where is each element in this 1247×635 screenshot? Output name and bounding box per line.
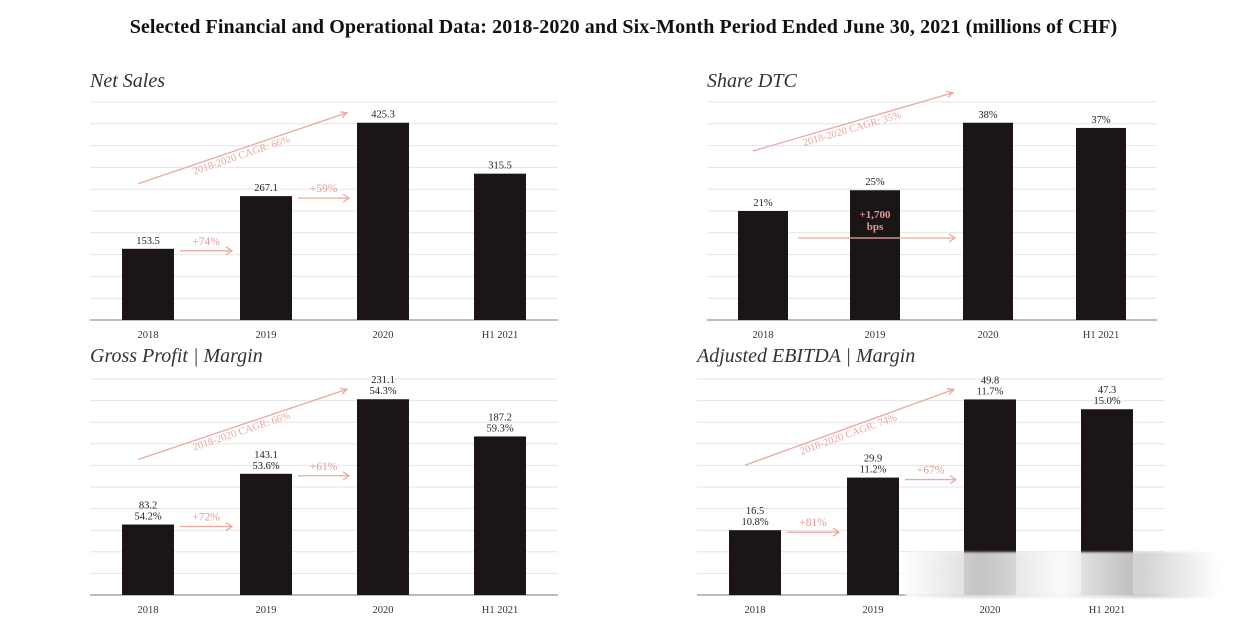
x-tick-label: H1 2021 — [1083, 330, 1119, 341]
x-tick-label: 2018 — [138, 605, 159, 616]
x-tick-label: 2019 — [865, 330, 886, 341]
bar-h1-2021 — [474, 173, 526, 320]
x-tick-label: 2020 — [373, 605, 394, 616]
x-tick-label: 2019 — [256, 330, 277, 341]
data-label: 143.1 — [254, 450, 278, 461]
adjusted-ebitda-chart: 16.510.8% 2018 29.911.2% 2019 49.811.7% 2020 4… — [697, 375, 1165, 616]
data-label: 53.6% — [252, 461, 279, 472]
share-dtc-panel: Share DTC 21% 2018 25% 2019 38% 2020 37% H1 202… — [707, 70, 1187, 360]
bar-h1-2021 — [1076, 127, 1126, 320]
cagr-arrowhead — [945, 90, 955, 98]
data-label: 59.3% — [486, 423, 513, 434]
x-tick-label: 2020 — [978, 330, 999, 341]
cagr-arrowhead — [339, 387, 349, 395]
x-tick-label: H1 2021 — [482, 330, 518, 341]
chart-title: Adjusted EBITDA | Margin — [697, 345, 916, 367]
bar-h1-2021 — [474, 436, 526, 595]
data-label: 25% — [865, 177, 885, 188]
bar-2019 — [240, 196, 292, 320]
growth-label: +72% — [192, 512, 220, 524]
cagr-arrow — [137, 112, 348, 185]
x-tick-label: 2018 — [753, 330, 774, 341]
data-label: 153.5 — [136, 236, 160, 247]
net-sales-panel: Net Sales 153.5 2018 267.1 2019 425.3 2020 315… — [90, 70, 570, 360]
bar-2018 — [729, 530, 781, 595]
bar-2018 — [122, 524, 174, 595]
data-label: 21% — [753, 198, 773, 209]
x-tick-label: H1 2021 — [482, 605, 518, 616]
cagr-arrow — [137, 388, 348, 461]
bar-2018 — [122, 248, 174, 320]
adjusted-ebitda-panel: Adjusted EBITDA | Margin 16.5 10.8% 2018 29… — [697, 345, 1177, 635]
data-label: 11.2% — [860, 465, 887, 476]
data-label: 10.8% — [741, 517, 768, 528]
data-label: 38% — [978, 110, 998, 121]
bps-label: +1,700 — [859, 209, 891, 221]
cagr-label: 2018-2020 CAGR: 66% — [192, 410, 293, 453]
data-label: 315.5 — [488, 161, 512, 172]
data-label: 267.1 — [254, 183, 278, 194]
bar-2020 — [357, 399, 409, 595]
bar-2020 — [963, 122, 1013, 320]
cagr-arrow — [752, 92, 954, 152]
data-label: 47.3 — [1098, 385, 1116, 396]
bar-2020 — [357, 122, 409, 321]
growth-label: +67% — [917, 465, 945, 477]
chart-title: Net Sales — [90, 70, 165, 92]
data-label: 11.7% — [977, 386, 1004, 397]
x-tick-label: 2019 — [863, 605, 884, 616]
cagr-label: 2018-2020 CAGR: 35% — [802, 110, 903, 149]
data-label: 425.3 — [371, 110, 395, 121]
data-label: 15.0% — [1093, 396, 1120, 407]
x-tick-label: 2020 — [980, 605, 1001, 616]
x-tick-label: 2018 — [745, 605, 766, 616]
cagr-label: 2018-2020 CAGR: 74% — [799, 412, 899, 457]
cagr-arrowhead — [946, 388, 956, 395]
growth-arrowhead — [949, 475, 958, 485]
growth-label: +74% — [192, 236, 220, 248]
x-tick-label: H1 2021 — [1089, 605, 1125, 616]
bps-label: bps — [867, 221, 884, 233]
bar-2018 — [738, 211, 788, 320]
cagr-label: 2018-2020 CAGR: 66% — [192, 134, 292, 177]
growth-arrowhead — [342, 471, 351, 481]
data-label: 54.3% — [369, 386, 396, 397]
growth-arrowhead — [342, 193, 351, 203]
data-label: 83.2 — [139, 501, 157, 512]
x-tick-label: 2019 — [256, 605, 277, 616]
data-label: 29.9 — [864, 454, 882, 465]
bps-arrowhead — [948, 233, 957, 243]
growth-arrowhead — [225, 521, 234, 532]
gross-profit-panel: Gross Profit | Margin 83.2 54.2% 2018 143.1… — [90, 345, 570, 635]
growth-arrowhead — [225, 246, 234, 256]
net-sales-chart: 153.5 2018 267.1 2019 425.3 2020 315.5 H1 2021 +… — [90, 101, 558, 341]
blurred-watermark — [902, 552, 1220, 598]
bar-2019 — [850, 190, 900, 320]
growth-label: +61% — [310, 461, 338, 473]
data-label: 187.2 — [488, 412, 512, 423]
gross-profit-chart: 83.254.2% 2018 143.153.6% 2019 231.154.3% 202… — [90, 375, 558, 616]
growth-label: +59% — [310, 183, 338, 195]
chart-title: Share DTC — [707, 70, 797, 92]
growth-arrowhead — [832, 527, 841, 537]
growth-label: +81% — [799, 517, 827, 529]
data-label: 49.8 — [981, 375, 999, 386]
bar-2019 — [847, 477, 899, 595]
bar-2019 — [240, 473, 292, 595]
data-label: 231.1 — [371, 375, 395, 386]
page-title: Selected Financial and Operational Data:… — [129, 16, 1118, 38]
cagr-arrow — [744, 388, 955, 466]
x-tick-label: 2018 — [138, 330, 159, 341]
data-label: 16.5 — [746, 506, 764, 517]
x-tick-label: 2020 — [373, 330, 394, 341]
data-label: 54.2% — [134, 512, 161, 523]
chart-title: Gross Profit | Margin — [90, 345, 263, 367]
share-dtc-chart: 21% 2018 25% 2019 38% 2020 37% H1 2021 2018-2020… — [707, 90, 1157, 341]
cagr-arrowhead — [339, 111, 349, 119]
data-label: 37% — [1091, 115, 1111, 126]
